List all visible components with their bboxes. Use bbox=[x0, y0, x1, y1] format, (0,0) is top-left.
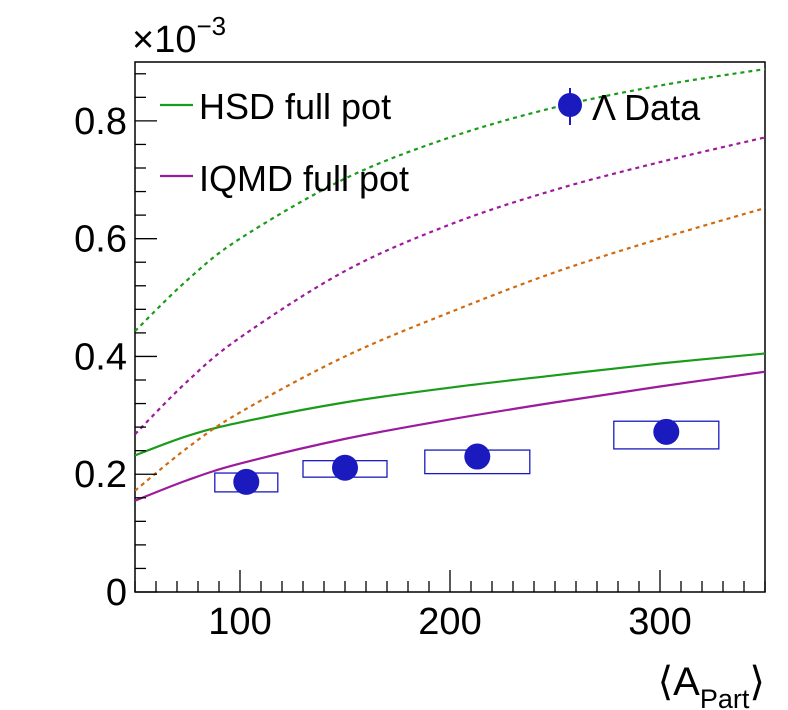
y-multiplier: ×10−3 bbox=[132, 11, 226, 61]
x-axis-title: ⟨APart⟩ bbox=[658, 660, 765, 710]
data-point-2 bbox=[464, 443, 491, 470]
y-tick-label: 0.6 bbox=[74, 219, 127, 261]
series-line-2 bbox=[135, 67, 765, 332]
x-tick-label: 100 bbox=[208, 601, 271, 643]
y-tick-label: 0.2 bbox=[74, 454, 127, 496]
x-tick-label: 300 bbox=[628, 601, 691, 643]
y-tick-label: 0.4 bbox=[74, 336, 127, 378]
series-line-1 bbox=[135, 370, 765, 502]
legend-label-iqmd: IQMD full pot bbox=[199, 158, 409, 199]
legend-marker-data bbox=[558, 93, 582, 117]
legend-label-hsd: HSD full pot bbox=[199, 86, 391, 127]
plot-frame bbox=[134, 61, 766, 593]
legend-label-data: Λ Data bbox=[592, 87, 701, 128]
x-tick-label: 200 bbox=[418, 601, 481, 643]
y-tick-label: 0.8 bbox=[74, 101, 127, 143]
data-point-3 bbox=[653, 418, 680, 445]
y-tick-label: 0 bbox=[106, 572, 127, 614]
data-point-0 bbox=[233, 468, 260, 495]
series-line-0 bbox=[135, 352, 765, 457]
data-point-1 bbox=[332, 454, 358, 481]
series-line-3 bbox=[135, 136, 765, 435]
